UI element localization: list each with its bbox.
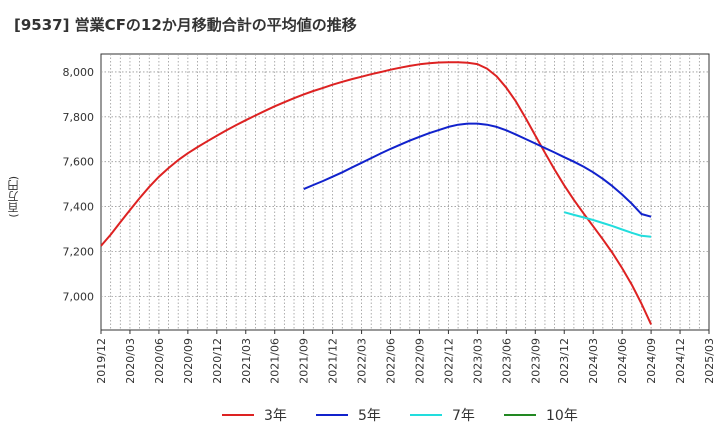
x-tick-label: 2020/12 [211, 338, 224, 384]
x-tick-label: 2021/12 [327, 338, 340, 384]
x-tick-label: 2024/09 [645, 338, 658, 384]
legend-swatch-5y [316, 414, 348, 416]
legend-swatch-3y [222, 414, 254, 416]
plot-area [100, 53, 710, 331]
legend-label-10y: 10年 [546, 408, 578, 424]
y-tick-label: 7,400 [63, 201, 95, 214]
legend-swatch-10y [504, 414, 536, 416]
x-tick-label: 2021/03 [240, 338, 253, 384]
x-tick-label: 2024/12 [674, 338, 687, 384]
x-tick-label: 2019/12 [95, 338, 108, 384]
y-tick-label: 7,000 [63, 290, 95, 303]
legend-item-3y: 3年 [222, 403, 287, 427]
legend-item-5y: 5年 [316, 403, 381, 427]
x-tick-label: 2023/03 [471, 338, 484, 384]
legend-label-5y: 5年 [358, 408, 381, 424]
x-tick-label: 2022/09 [413, 338, 426, 384]
y-tick-label: 8,000 [63, 66, 95, 79]
x-tick-label: 2023/09 [529, 338, 542, 384]
x-tick-label: 2023/06 [500, 338, 513, 384]
line-chart: 7,000 7,200 7,400 7,600 7,800 8,000 2019/12 202… [63, 53, 716, 384]
x-tick-label: 2024/03 [587, 338, 600, 384]
x-tick-label: 2021/06 [269, 338, 282, 384]
x-tick-label: 2023/12 [558, 338, 571, 384]
legend: 3年 5年 7年 10年 [0, 403, 720, 427]
series-line-3y [100, 61, 653, 325]
y-tick-label: 7,600 [63, 156, 95, 169]
x-tick-label: 2025/03 [703, 338, 716, 384]
legend-item-7y: 7年 [410, 403, 475, 427]
x-tick-label: 2021/09 [298, 338, 311, 384]
y-tick-label: 7,800 [63, 111, 95, 124]
y-tick-label: 7,200 [63, 245, 95, 258]
x-tick-label: 2020/03 [124, 338, 137, 384]
x-tick-label: 2020/09 [182, 338, 195, 384]
series-line-5y [303, 122, 652, 218]
legend-label-3y: 3年 [264, 408, 287, 424]
legend-label-7y: 7年 [452, 408, 475, 424]
x-tick-label: 2020/06 [153, 338, 166, 384]
chart-title: [9537] 営業CFの12か月移動合計の平均値の推移 [14, 16, 357, 34]
x-tick-label: 2022/03 [356, 338, 369, 384]
x-tick-label: 2024/06 [616, 338, 629, 384]
series-line-7y [563, 211, 652, 238]
legend-swatch-7y [410, 414, 442, 416]
x-tick-label: 2022/06 [385, 338, 398, 384]
legend-item-10y: 10年 [504, 403, 578, 427]
x-tick-label: 2022/12 [442, 338, 455, 384]
